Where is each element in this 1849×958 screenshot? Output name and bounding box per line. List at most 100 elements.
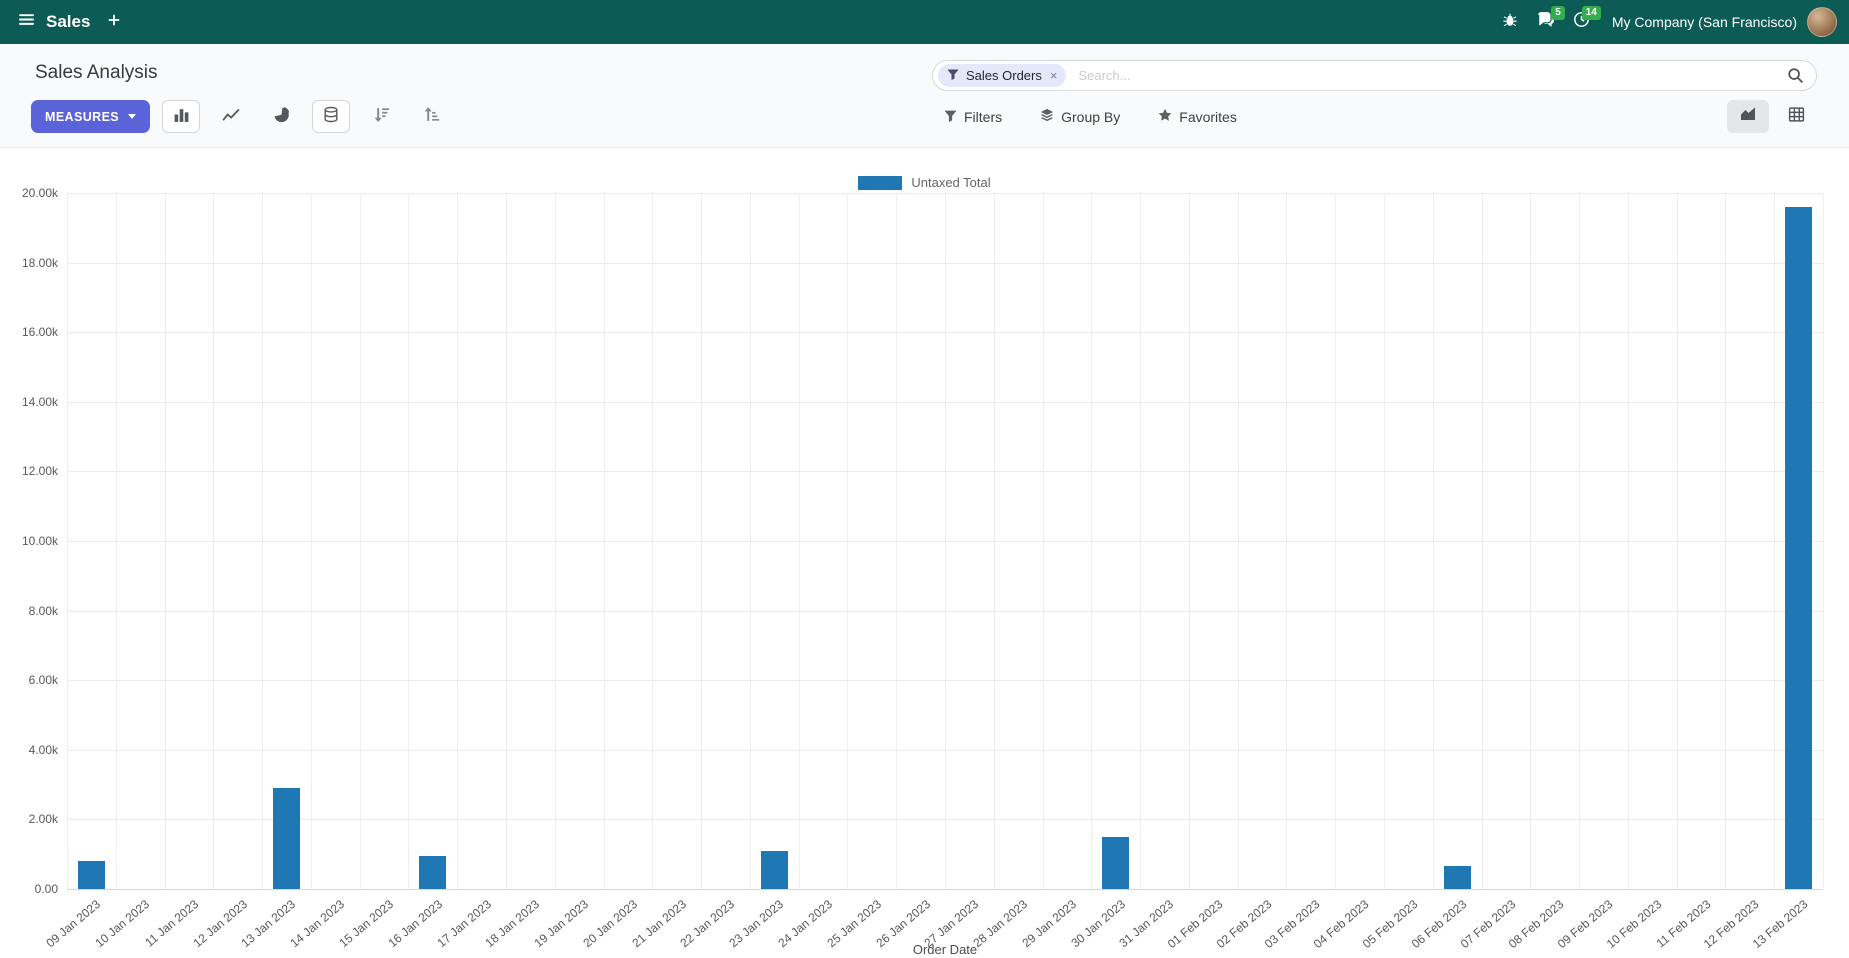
bar-chart-view-button[interactable] [162, 100, 200, 133]
v-gridline [1091, 193, 1093, 889]
v-gridline [408, 193, 410, 889]
legend-swatch [858, 175, 903, 190]
y-axis-tick-label: 8.00k [28, 603, 58, 618]
bar[interactable] [77, 861, 105, 889]
pie-chart-icon [273, 106, 290, 128]
messages-badge: 5 [1551, 6, 1565, 20]
sort-ascending-button[interactable] [412, 100, 450, 133]
pie-chart-view-button[interactable] [262, 100, 300, 133]
page-title[interactable]: Sales Analysis [35, 62, 158, 83]
v-gridline [1530, 193, 1532, 889]
y-axis-tick-label: 4.00k [28, 742, 58, 757]
y-axis-tick-label: 2.00k [28, 812, 58, 827]
search-bar[interactable]: Sales Orders × [932, 60, 1817, 91]
v-gridline [1286, 193, 1288, 889]
v-gridline [603, 193, 605, 889]
y-axis-tick-label: 12.00k [21, 464, 58, 479]
systray: 5 14 My Company (San Francisco) [1492, 0, 1837, 44]
v-gridline [1579, 193, 1581, 889]
search-facet[interactable]: Sales Orders × [938, 64, 1067, 87]
v-gridline [310, 193, 312, 889]
stacked-toggle-button[interactable] [312, 100, 350, 133]
v-gridline [1140, 193, 1142, 889]
v-gridline [506, 193, 507, 889]
h-gridline [67, 889, 1823, 890]
hamburger-icon [18, 11, 35, 33]
plot-area [67, 193, 1824, 890]
v-gridline [847, 193, 849, 889]
pivot-table-icon [1788, 106, 1805, 128]
top-navbar: Sales 5 14 My Company (San Francisco) [0, 0, 1849, 44]
group-by-label: Group By [1061, 108, 1121, 125]
debug-button[interactable] [1492, 0, 1528, 44]
chat-bubble-icon [1537, 11, 1555, 34]
bar-chart-icon [173, 106, 190, 128]
search-options: Filters Group By Favorites [944, 100, 1237, 133]
y-axis-tick-label: 6.00k [28, 673, 58, 688]
chart-legend[interactable]: Untaxed Total [0, 175, 1849, 190]
v-gridline [1481, 193, 1483, 889]
app-name[interactable]: Sales [46, 12, 91, 31]
measures-button[interactable]: MEASURES [31, 100, 151, 133]
bar[interactable] [1102, 836, 1130, 889]
sort-asc-icon [423, 106, 440, 128]
line-chart-view-button[interactable] [212, 100, 250, 133]
area-chart-icon [1739, 106, 1757, 127]
y-axis-tick-label: 18.00k [21, 255, 58, 270]
sort-descending-button[interactable] [362, 100, 400, 133]
company-menu[interactable]: My Company (San Francisco) [1611, 14, 1797, 30]
bar[interactable] [273, 788, 300, 889]
search-icon[interactable] [1787, 67, 1804, 84]
measures-label: MEASURES [45, 109, 120, 124]
v-gridline [359, 193, 361, 889]
search-input[interactable] [1078, 68, 1787, 83]
filters-button[interactable]: Filters [944, 109, 1002, 125]
v-gridline [652, 193, 654, 889]
bar[interactable] [760, 851, 788, 889]
bar[interactable] [1443, 866, 1471, 889]
v-gridline [164, 193, 166, 889]
legend-label: Untaxed Total [911, 175, 991, 190]
user-avatar[interactable] [1807, 7, 1837, 37]
pivot-view-button[interactable] [1775, 100, 1817, 133]
v-gridline [1627, 193, 1629, 889]
y-axis-tick-label: 10.00k [21, 534, 58, 548]
stacked-icon [323, 106, 339, 128]
v-gridline [1676, 193, 1678, 889]
plus-icon [107, 13, 121, 32]
v-gridline [457, 193, 459, 889]
v-gridline [262, 193, 264, 889]
group-by-button[interactable]: Group By [1040, 108, 1120, 125]
v-gridline [1188, 193, 1190, 889]
control-panel: Sales Analysis MEASURES [0, 44, 1849, 148]
chevron-down-icon [128, 114, 137, 119]
y-axis-tick-label: 16.00k [21, 325, 58, 340]
search-facet-label: Sales Orders [966, 68, 1042, 83]
v-gridline [554, 193, 556, 889]
bar[interactable] [419, 855, 447, 889]
graph-view-button[interactable] [1727, 100, 1769, 133]
apps-menu-button[interactable] [8, 0, 44, 44]
activities-badge: 14 [1581, 6, 1601, 20]
filter-facet-icon [947, 68, 959, 83]
v-gridline [993, 193, 995, 889]
sort-desc-icon [373, 106, 390, 128]
v-gridline [1432, 193, 1434, 889]
remove-facet-button[interactable]: × [1049, 68, 1058, 83]
line-chart-icon [222, 105, 240, 128]
v-gridline [67, 193, 68, 889]
v-gridline [1335, 193, 1337, 889]
messages-button[interactable]: 5 [1528, 0, 1565, 44]
favorites-button[interactable]: Favorites [1158, 108, 1237, 125]
bar[interactable] [1785, 206, 1813, 889]
v-gridline [1823, 193, 1824, 889]
v-gridline [945, 193, 946, 889]
plus-button[interactable] [96, 0, 132, 44]
v-gridline [213, 193, 215, 889]
view-switcher [1727, 100, 1817, 133]
v-gridline [798, 193, 800, 889]
favorites-label: Favorites [1179, 108, 1237, 125]
activities-button[interactable]: 14 [1564, 0, 1601, 44]
v-gridline [1774, 193, 1776, 889]
y-axis-tick-label: 14.00k [21, 394, 58, 409]
